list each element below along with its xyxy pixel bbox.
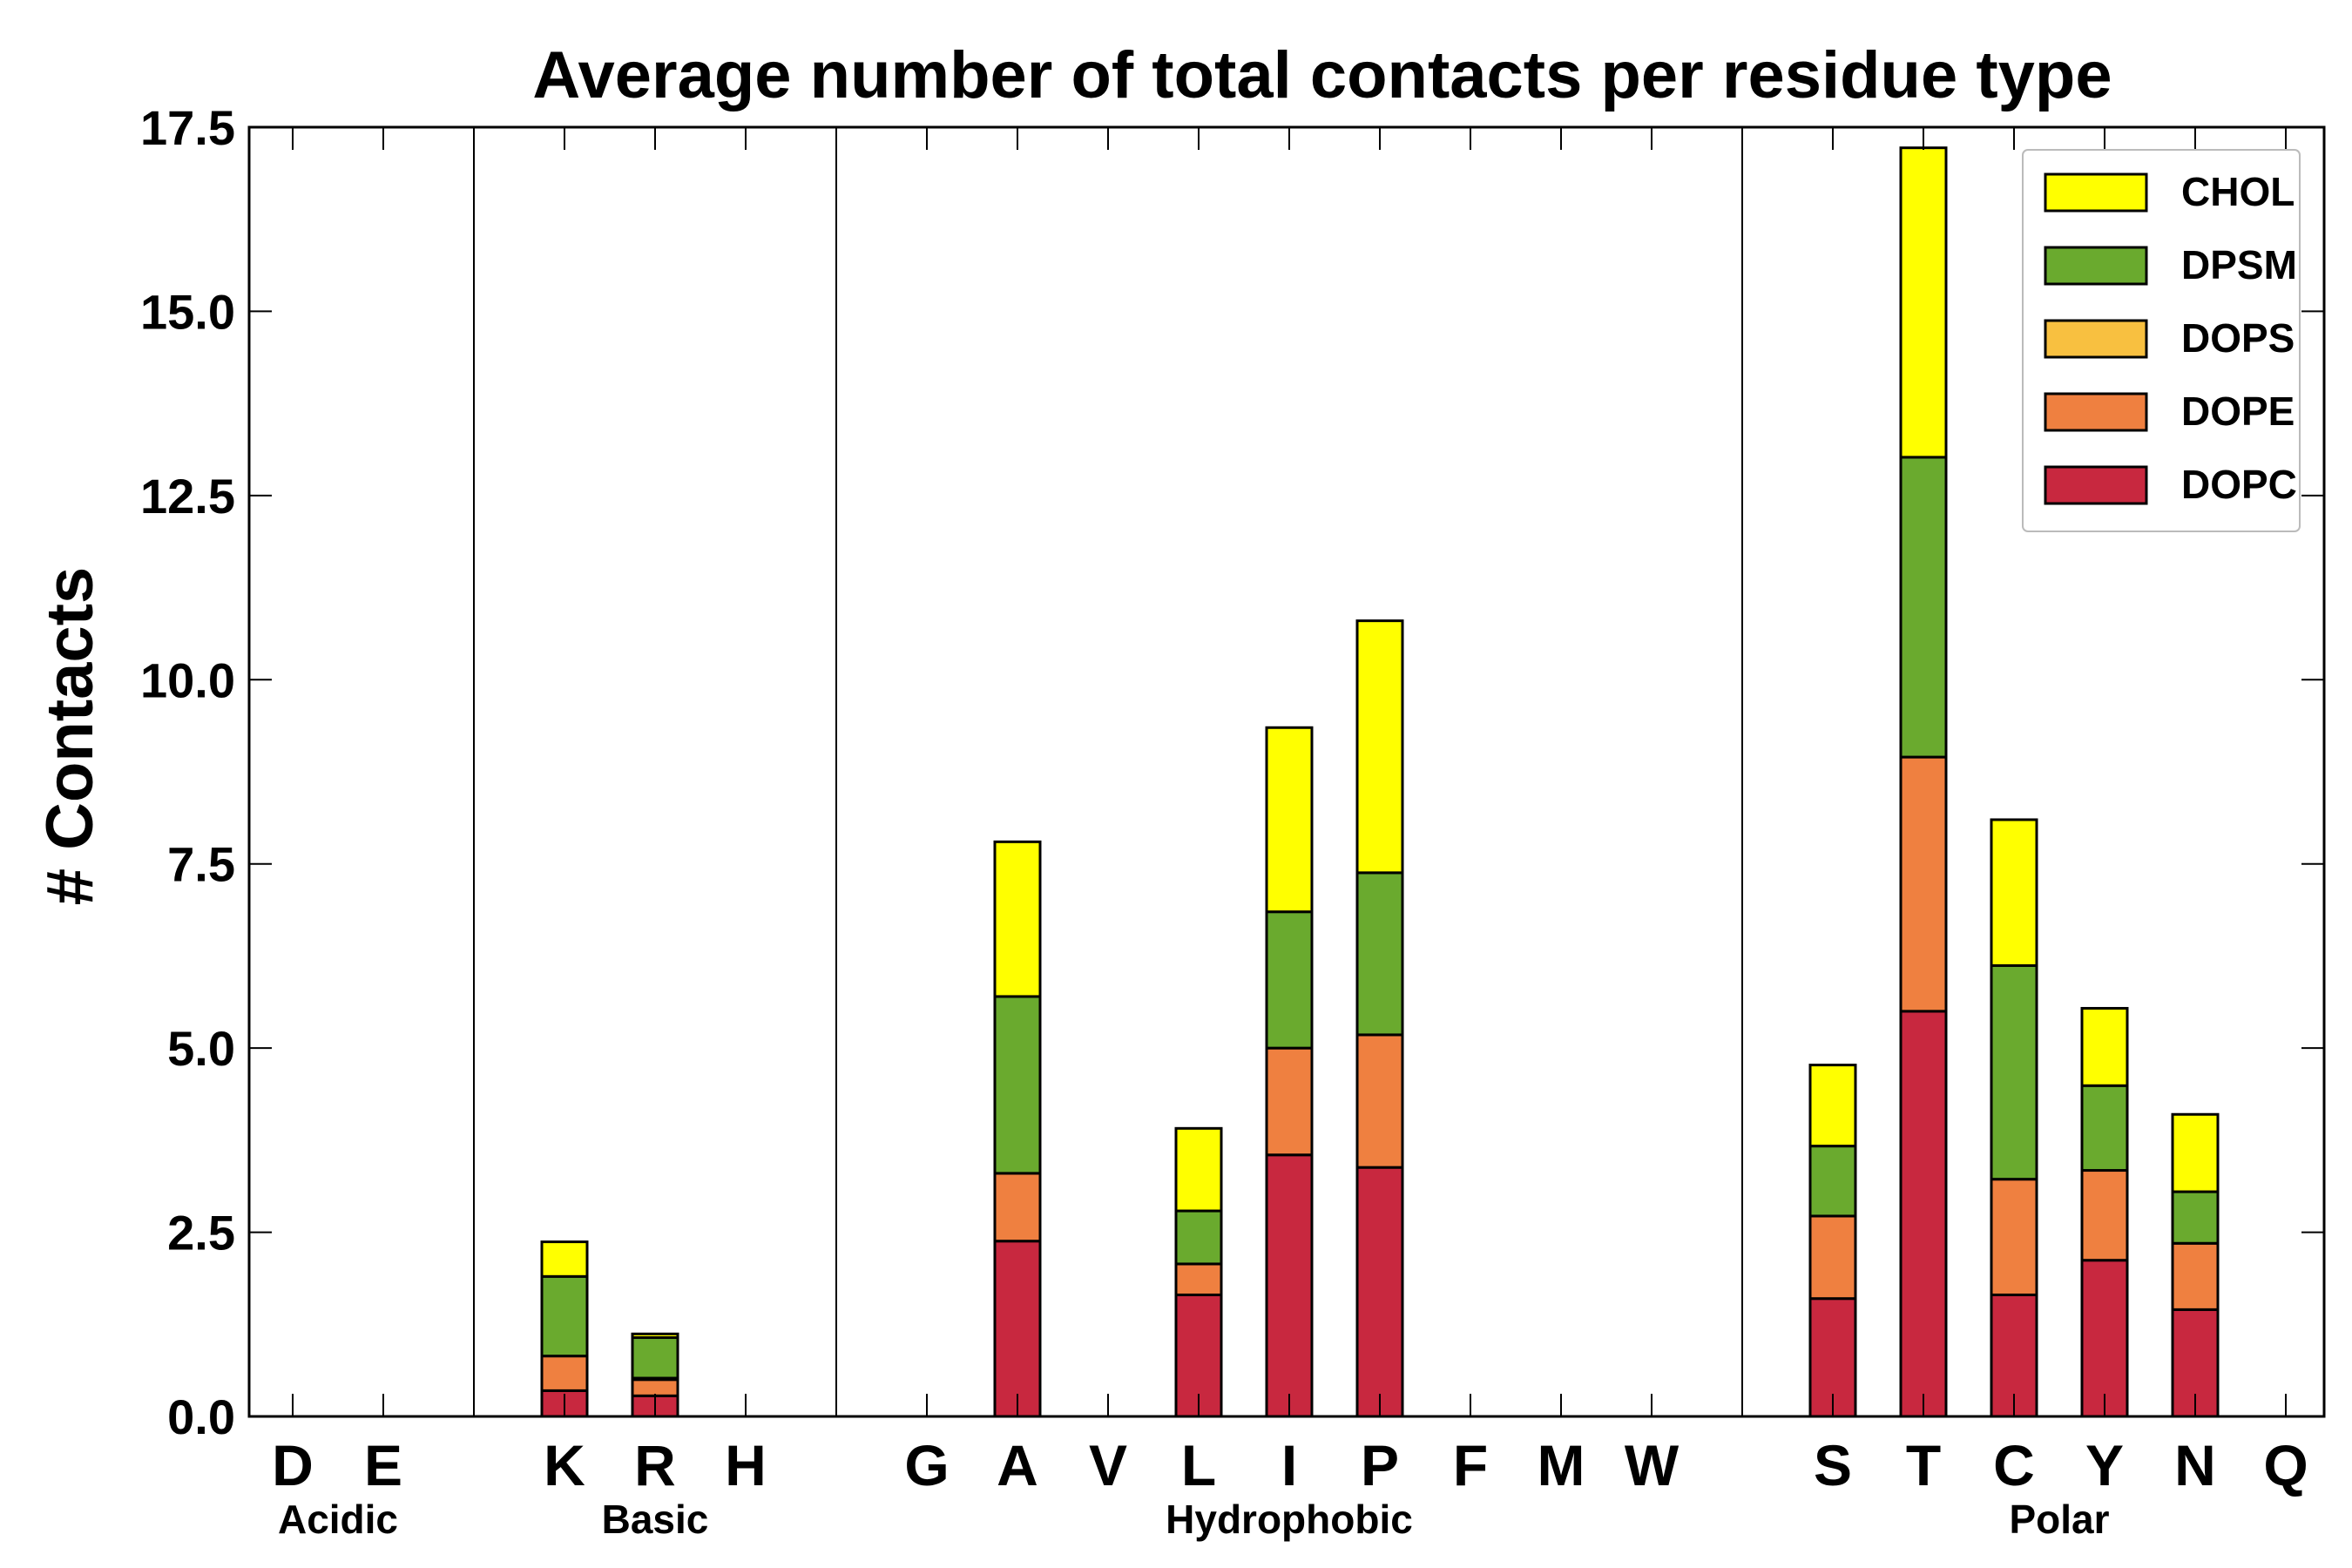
- x-tick-label-i: I: [1281, 1433, 1297, 1497]
- legend-label-dope: DOPE: [2181, 389, 2295, 434]
- bar-a-dope: [993, 1172, 1042, 1243]
- legend-box: [2022, 149, 2301, 532]
- bar-k-dpsm: [540, 1274, 589, 1358]
- bar-t-dpsm: [1899, 456, 1948, 759]
- x-tick-label-g: G: [904, 1433, 949, 1497]
- bar-p-dpsm: [1355, 871, 1404, 1037]
- group-label-basic: Basic: [602, 1497, 709, 1542]
- bar-l-dope: [1174, 1262, 1223, 1296]
- y-tick-label: 7.5: [167, 837, 235, 892]
- bar-c-dpsm: [1990, 963, 2038, 1181]
- group-label-polar: Polar: [2009, 1497, 2109, 1542]
- bar-y-chol: [2080, 1006, 2129, 1087]
- x-tick-label-q: Q: [2263, 1433, 2308, 1497]
- legend-swatch-dope: [2044, 392, 2148, 432]
- bar-k-chol: [540, 1240, 589, 1278]
- bar-t-dope: [1899, 755, 1948, 1013]
- x-tick-label-r: R: [634, 1433, 676, 1497]
- legend-swatch-dpsm: [2044, 246, 2148, 286]
- group-label-hydrophobic: Hydrophobic: [1166, 1497, 1413, 1542]
- x-tick-label-d: D: [272, 1433, 314, 1497]
- x-tick-label-t: T: [1906, 1433, 1941, 1497]
- plot-frame: [247, 125, 2326, 1418]
- bar-n-dope: [2171, 1241, 2220, 1311]
- bar-a-dopc: [993, 1240, 1042, 1418]
- bar-r-dope: [631, 1378, 679, 1397]
- y-tick-label: 10.0: [140, 652, 235, 707]
- y-axis-label: # Contacts: [33, 567, 107, 906]
- bar-r-dpsm: [631, 1336, 679, 1380]
- bar-p-dope: [1355, 1033, 1404, 1169]
- legend-label-dops: DOPS: [2181, 315, 2295, 361]
- bar-p-chol: [1355, 619, 1404, 875]
- bar-n-dpsm: [2171, 1190, 2220, 1245]
- bar-c-dope: [1990, 1178, 2038, 1296]
- x-tick-label-s: S: [1814, 1433, 1852, 1497]
- legend-label-chol: CHOL: [2181, 169, 2295, 214]
- bar-i-dope: [1265, 1046, 1314, 1157]
- y-tick-label: 0.0: [167, 1389, 235, 1444]
- bar-i-dopc: [1265, 1153, 1314, 1418]
- legend-label-dpsm: DPSM: [2181, 242, 2297, 287]
- bar-y-dopc: [2080, 1259, 2129, 1418]
- y-tick-label: 12.5: [140, 469, 235, 524]
- bar-c-chol: [1990, 818, 2038, 967]
- bar-k-dope: [540, 1355, 589, 1392]
- y-tick-label: 5.0: [167, 1021, 235, 1076]
- x-tick-label-e: E: [364, 1433, 402, 1497]
- x-tick-label-h: H: [725, 1433, 767, 1497]
- plot-area: D E K R H G A V L I P F M W S T C Y N Q 0.0 2.5 5.0 7.5 10.0 12.5…: [140, 100, 2326, 1542]
- bar-t-chol: [1899, 146, 1948, 459]
- bar-y-dope: [2080, 1169, 2129, 1262]
- x-tick-label-y: Y: [2085, 1433, 2124, 1497]
- bar-i-dpsm: [1265, 910, 1314, 1050]
- bar-a-chol: [993, 840, 1042, 998]
- legend-swatch-chol: [2044, 172, 2148, 213]
- bar-y-dpsm: [2080, 1084, 2129, 1173]
- legend-swatch-dopc: [2044, 465, 2148, 505]
- x-tick-label-a: A: [997, 1433, 1038, 1497]
- bar-s-dope: [1808, 1214, 1857, 1301]
- x-tick-label-p: P: [1361, 1433, 1399, 1497]
- bar-a-dpsm: [993, 995, 1042, 1175]
- x-tick-label-f: F: [1453, 1433, 1488, 1497]
- x-tick-label-n: N: [2174, 1433, 2216, 1497]
- x-tick-label-v: V: [1089, 1433, 1127, 1497]
- legend-label-dopc: DOPC: [2181, 462, 2297, 507]
- bar-r-chol: [631, 1332, 679, 1340]
- bar-i-chol: [1265, 726, 1314, 914]
- chart-title: Average number of total contacts per res…: [532, 38, 2112, 112]
- x-tick-label-m: M: [1538, 1433, 1585, 1497]
- group-label-acidic: Acidic: [278, 1497, 398, 1542]
- x-tick-label-c: C: [1993, 1433, 2035, 1497]
- x-tick-label-k: K: [544, 1433, 585, 1497]
- bar-l-chol: [1174, 1126, 1223, 1213]
- bar-s-chol: [1808, 1064, 1857, 1148]
- legend-swatch-dops: [2044, 319, 2148, 359]
- bar-t-dopc: [1899, 1010, 1948, 1418]
- bar-s-dpsm: [1808, 1145, 1857, 1218]
- y-tick-label: 15.0: [140, 284, 235, 339]
- y-tick-label: 2.5: [167, 1206, 235, 1260]
- bar-l-dpsm: [1174, 1209, 1223, 1266]
- y-tick-label: 17.5: [140, 100, 235, 155]
- bar-p-dopc: [1355, 1166, 1404, 1418]
- x-tick-label-l: L: [1181, 1433, 1216, 1497]
- x-tick-label-w: W: [1625, 1433, 1680, 1497]
- bar-n-chol: [2171, 1112, 2220, 1193]
